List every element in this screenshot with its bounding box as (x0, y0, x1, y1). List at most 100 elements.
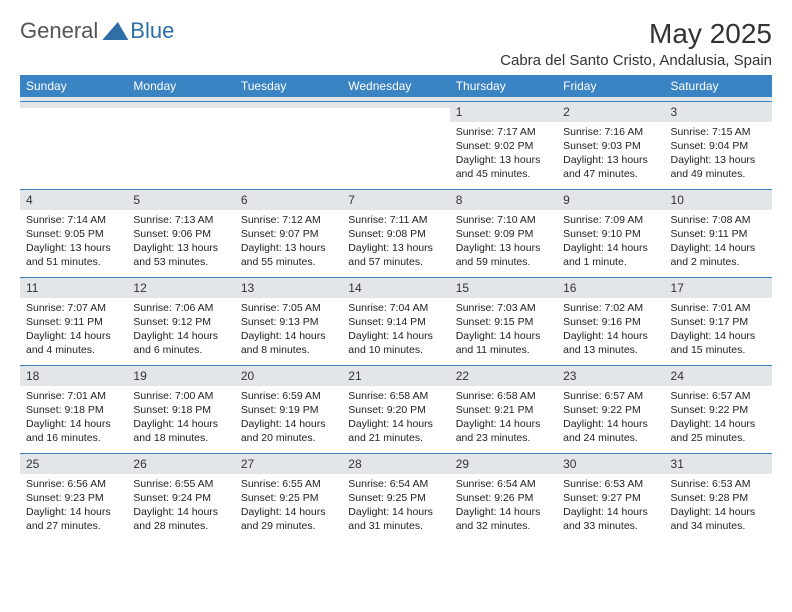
weekday-sun: Sunday (20, 75, 127, 97)
sunset-text: Sunset: 9:21 PM (456, 403, 551, 417)
daylight-text: Daylight: 14 hours and 20 minutes. (241, 417, 336, 445)
daylight-text: Daylight: 14 hours and 27 minutes. (26, 505, 121, 533)
calendar-day-cell: 25Sunrise: 6:56 AMSunset: 9:23 PMDayligh… (20, 453, 127, 541)
calendar-day-cell: 12Sunrise: 7:06 AMSunset: 9:12 PMDayligh… (127, 277, 234, 365)
header: General Blue May 2025 Cabra del Santo Cr… (20, 18, 772, 69)
logo: General Blue (20, 18, 174, 44)
day-number: 7 (342, 190, 449, 210)
sunrise-text: Sunrise: 6:54 AM (456, 477, 551, 491)
day-details: Sunrise: 6:53 AMSunset: 9:28 PMDaylight:… (665, 474, 772, 537)
weekday-fri: Friday (557, 75, 664, 97)
daylight-text: Daylight: 14 hours and 29 minutes. (241, 505, 336, 533)
sunset-text: Sunset: 9:22 PM (671, 403, 766, 417)
day-number: 20 (235, 366, 342, 386)
day-number: 24 (665, 366, 772, 386)
sunset-text: Sunset: 9:02 PM (456, 139, 551, 153)
sunrise-text: Sunrise: 7:01 AM (671, 301, 766, 315)
day-details: Sunrise: 7:14 AMSunset: 9:05 PMDaylight:… (20, 210, 127, 273)
day-details: Sunrise: 7:13 AMSunset: 9:06 PMDaylight:… (127, 210, 234, 273)
daylight-text: Daylight: 13 hours and 49 minutes. (671, 153, 766, 181)
day-details: Sunrise: 6:55 AMSunset: 9:24 PMDaylight:… (127, 474, 234, 537)
sunrise-text: Sunrise: 7:13 AM (133, 213, 228, 227)
day-number: 31 (665, 454, 772, 474)
calendar-week-row: 18Sunrise: 7:01 AMSunset: 9:18 PMDayligh… (20, 365, 772, 453)
sunrise-text: Sunrise: 6:54 AM (348, 477, 443, 491)
calendar-day-cell: 4Sunrise: 7:14 AMSunset: 9:05 PMDaylight… (20, 189, 127, 277)
sunrise-text: Sunrise: 7:04 AM (348, 301, 443, 315)
day-number: 10 (665, 190, 772, 210)
daylight-text: Daylight: 14 hours and 2 minutes. (671, 241, 766, 269)
sunset-text: Sunset: 9:28 PM (671, 491, 766, 505)
sunset-text: Sunset: 9:18 PM (133, 403, 228, 417)
calendar-day-cell: 22Sunrise: 6:58 AMSunset: 9:21 PMDayligh… (450, 365, 557, 453)
day-number: 1 (450, 102, 557, 122)
sunset-text: Sunset: 9:08 PM (348, 227, 443, 241)
sunrise-text: Sunrise: 7:02 AM (563, 301, 658, 315)
day-details: Sunrise: 6:53 AMSunset: 9:27 PMDaylight:… (557, 474, 664, 537)
calendar-day-cell: 6Sunrise: 7:12 AMSunset: 9:07 PMDaylight… (235, 189, 342, 277)
calendar-day-cell: 13Sunrise: 7:05 AMSunset: 9:13 PMDayligh… (235, 277, 342, 365)
sunrise-text: Sunrise: 6:58 AM (348, 389, 443, 403)
sunset-text: Sunset: 9:25 PM (348, 491, 443, 505)
sunrise-text: Sunrise: 6:56 AM (26, 477, 121, 491)
daylight-text: Daylight: 13 hours and 55 minutes. (241, 241, 336, 269)
daylight-text: Daylight: 14 hours and 23 minutes. (456, 417, 551, 445)
calendar-day-cell: 26Sunrise: 6:55 AMSunset: 9:24 PMDayligh… (127, 453, 234, 541)
day-number: 8 (450, 190, 557, 210)
weekday-thu: Thursday (450, 75, 557, 97)
daylight-text: Daylight: 14 hours and 25 minutes. (671, 417, 766, 445)
calendar-day-cell: 3Sunrise: 7:15 AMSunset: 9:04 PMDaylight… (665, 101, 772, 189)
daylight-text: Daylight: 14 hours and 10 minutes. (348, 329, 443, 357)
sunset-text: Sunset: 9:13 PM (241, 315, 336, 329)
calendar-day-cell: 11Sunrise: 7:07 AMSunset: 9:11 PMDayligh… (20, 277, 127, 365)
day-number: 29 (450, 454, 557, 474)
sunset-text: Sunset: 9:18 PM (26, 403, 121, 417)
calendar-week-row: 4Sunrise: 7:14 AMSunset: 9:05 PMDaylight… (20, 189, 772, 277)
sunrise-text: Sunrise: 6:55 AM (133, 477, 228, 491)
calendar-day-cell: 23Sunrise: 6:57 AMSunset: 9:22 PMDayligh… (557, 365, 664, 453)
daylight-text: Daylight: 13 hours and 47 minutes. (563, 153, 658, 181)
sunrise-text: Sunrise: 7:01 AM (26, 389, 121, 403)
daylight-text: Daylight: 14 hours and 21 minutes. (348, 417, 443, 445)
day-details: Sunrise: 7:00 AMSunset: 9:18 PMDaylight:… (127, 386, 234, 449)
day-details: Sunrise: 6:59 AMSunset: 9:19 PMDaylight:… (235, 386, 342, 449)
day-details: Sunrise: 6:55 AMSunset: 9:25 PMDaylight:… (235, 474, 342, 537)
sunset-text: Sunset: 9:16 PM (563, 315, 658, 329)
day-details: Sunrise: 6:58 AMSunset: 9:21 PMDaylight:… (450, 386, 557, 449)
daylight-text: Daylight: 14 hours and 31 minutes. (348, 505, 443, 533)
day-details: Sunrise: 7:04 AMSunset: 9:14 PMDaylight:… (342, 298, 449, 361)
sunset-text: Sunset: 9:12 PM (133, 315, 228, 329)
sunrise-text: Sunrise: 7:05 AM (241, 301, 336, 315)
day-details: Sunrise: 7:12 AMSunset: 9:07 PMDaylight:… (235, 210, 342, 273)
day-number: 21 (342, 366, 449, 386)
daylight-text: Daylight: 14 hours and 1 minute. (563, 241, 658, 269)
sunrise-text: Sunrise: 6:59 AM (241, 389, 336, 403)
day-details: Sunrise: 6:58 AMSunset: 9:20 PMDaylight:… (342, 386, 449, 449)
day-details: Sunrise: 6:57 AMSunset: 9:22 PMDaylight:… (665, 386, 772, 449)
weekday-tue: Tuesday (235, 75, 342, 97)
day-number: 15 (450, 278, 557, 298)
weekday-header-row: Sunday Monday Tuesday Wednesday Thursday… (20, 75, 772, 97)
calendar-day-cell: 21Sunrise: 6:58 AMSunset: 9:20 PMDayligh… (342, 365, 449, 453)
daylight-text: Daylight: 14 hours and 4 minutes. (26, 329, 121, 357)
sunrise-text: Sunrise: 7:12 AM (241, 213, 336, 227)
day-details: Sunrise: 6:56 AMSunset: 9:23 PMDaylight:… (20, 474, 127, 537)
logo-text-blue: Blue (130, 18, 174, 44)
calendar-week-row: 1Sunrise: 7:17 AMSunset: 9:02 PMDaylight… (20, 101, 772, 189)
sunrise-text: Sunrise: 7:06 AM (133, 301, 228, 315)
day-number: 23 (557, 366, 664, 386)
daylight-text: Daylight: 14 hours and 18 minutes. (133, 417, 228, 445)
day-details: Sunrise: 7:03 AMSunset: 9:15 PMDaylight:… (450, 298, 557, 361)
sunset-text: Sunset: 9:10 PM (563, 227, 658, 241)
weekday-sat: Saturday (665, 75, 772, 97)
daylight-text: Daylight: 14 hours and 34 minutes. (671, 505, 766, 533)
sunrise-text: Sunrise: 7:11 AM (348, 213, 443, 227)
calendar-day-cell (127, 101, 234, 189)
sunrise-text: Sunrise: 7:14 AM (26, 213, 121, 227)
sunrise-text: Sunrise: 6:53 AM (563, 477, 658, 491)
calendar-day-cell: 31Sunrise: 6:53 AMSunset: 9:28 PMDayligh… (665, 453, 772, 541)
day-details: Sunrise: 7:15 AMSunset: 9:04 PMDaylight:… (665, 122, 772, 185)
calendar-week-row: 11Sunrise: 7:07 AMSunset: 9:11 PMDayligh… (20, 277, 772, 365)
calendar-day-cell: 18Sunrise: 7:01 AMSunset: 9:18 PMDayligh… (20, 365, 127, 453)
daylight-text: Daylight: 13 hours and 53 minutes. (133, 241, 228, 269)
